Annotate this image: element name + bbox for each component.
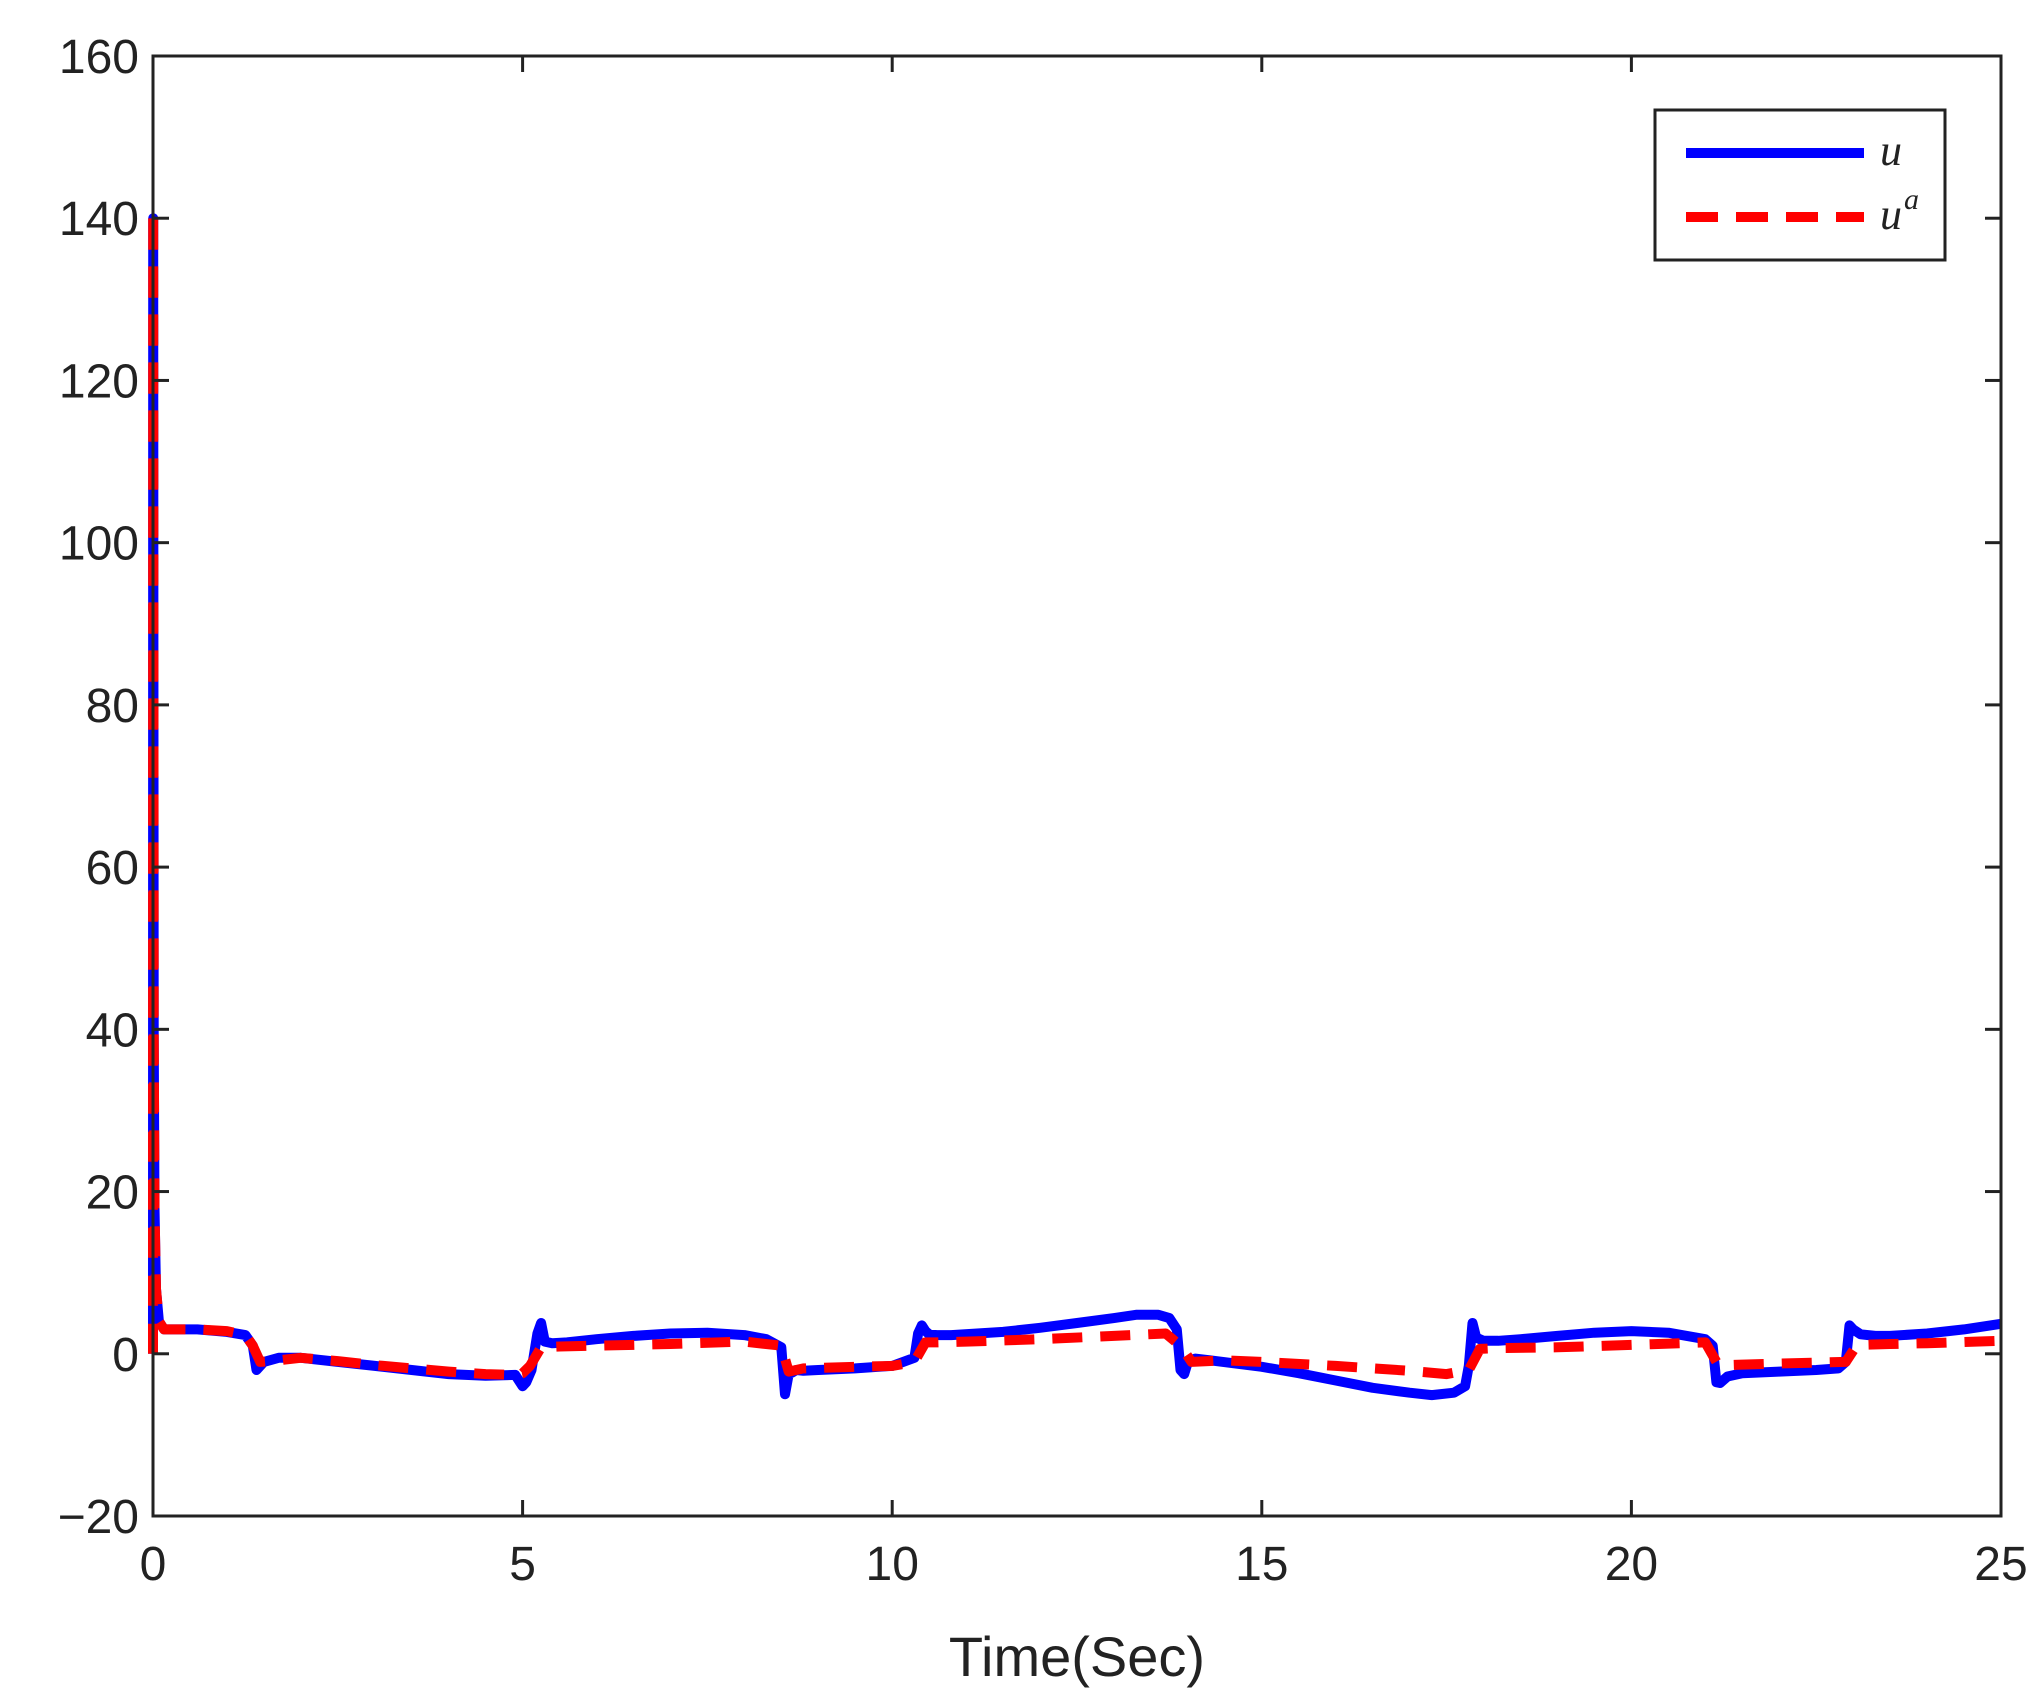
y-tick-label: 20 bbox=[86, 1167, 139, 1220]
y-tick-label: 120 bbox=[59, 355, 139, 408]
y-tick-label: 40 bbox=[86, 1004, 139, 1057]
legend-label-ua-base: u bbox=[1880, 190, 1902, 239]
legend-label-ua-sup: a bbox=[1904, 183, 1919, 216]
x-tick-label: 15 bbox=[1235, 1538, 1288, 1591]
y-tick-label: 100 bbox=[59, 518, 139, 571]
y-tick-label: 0 bbox=[112, 1329, 139, 1382]
plot-area-frame bbox=[151, 54, 2003, 1518]
legend: u ua bbox=[1653, 108, 1947, 262]
x-tick-label: 20 bbox=[1605, 1538, 1658, 1591]
x-axis-title: Time(Sec) bbox=[949, 1625, 1205, 1688]
x-tick-labels: 0 5 10 15 20 25 bbox=[140, 1538, 2028, 1591]
y-tick-label: 60 bbox=[86, 842, 139, 895]
series-line-ua bbox=[148, 205, 2002, 1380]
y-tick-label: 140 bbox=[59, 193, 139, 246]
series-layer bbox=[148, 205, 2002, 1401]
x-tick-label: 0 bbox=[140, 1538, 167, 1591]
y-tick-label: −20 bbox=[58, 1491, 139, 1544]
y-tick-label: 160 bbox=[59, 31, 139, 84]
x-tick-label: 25 bbox=[1974, 1538, 2027, 1591]
series-line-u bbox=[148, 213, 2002, 1401]
legend-label-u: u bbox=[1880, 126, 1902, 175]
legend-label-ua: ua bbox=[1880, 183, 1919, 239]
x-tick-label: 5 bbox=[509, 1538, 536, 1591]
y-tick-label: 80 bbox=[86, 680, 139, 733]
y-tick-labels: −20 0 20 40 60 80 100 120 140 160 bbox=[58, 31, 139, 1544]
ticks-layer bbox=[151, 54, 2003, 1518]
x-tick-label: 10 bbox=[866, 1538, 919, 1591]
legend-box bbox=[1653, 108, 1947, 262]
